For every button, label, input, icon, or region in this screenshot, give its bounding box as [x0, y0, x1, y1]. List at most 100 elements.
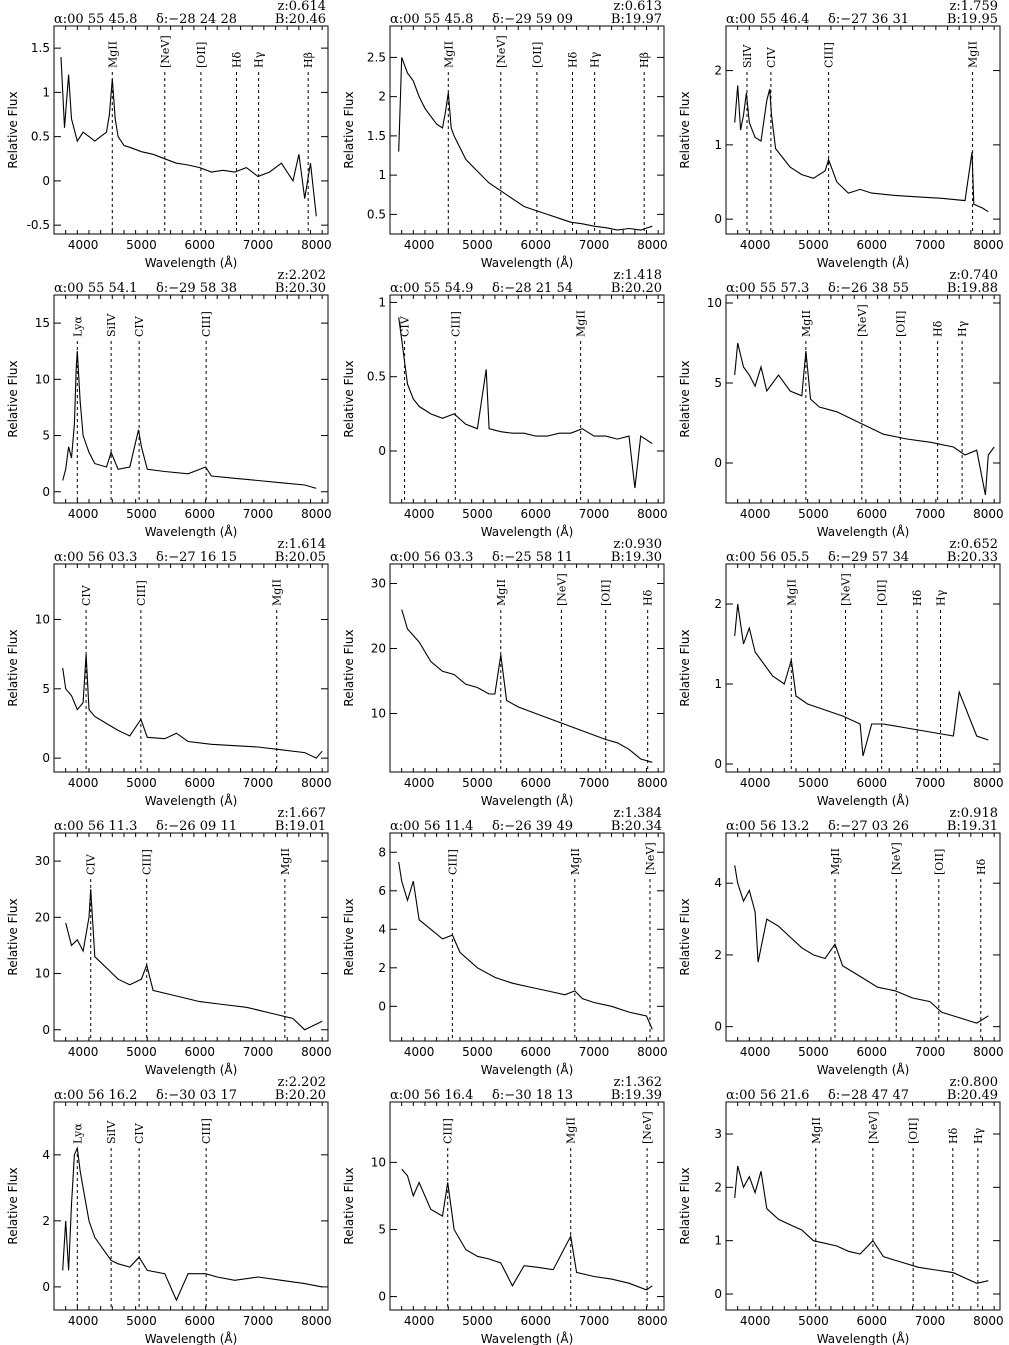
dec-label: δ:−29 59 09 — [492, 12, 573, 27]
x-tick-label: 4000 — [404, 238, 435, 252]
ra-label: α:00 55 45.8 — [54, 12, 137, 27]
y-tick-label: 8 — [378, 845, 386, 859]
x-tick-label: 7000 — [243, 238, 274, 252]
spectrum-line — [62, 1146, 323, 1302]
emission-line-label: CIII] — [442, 1118, 455, 1144]
emission-line-label: MgII — [829, 848, 842, 875]
emission-line-label: CIV — [133, 315, 146, 337]
y-axis-label: Relative Flux — [6, 898, 20, 975]
dec-label: δ:−28 24 28 — [156, 12, 237, 27]
bmag-label: B:20.46 — [275, 12, 326, 27]
emission-line-label: SiIV — [741, 44, 754, 68]
y-tick-label: -0.5 — [27, 218, 50, 232]
x-tick-label: 5000 — [798, 1314, 829, 1328]
plot-frame — [53, 832, 329, 1042]
emission-line-label: [NeV] — [890, 842, 903, 875]
x-tick-label: 7000 — [579, 507, 610, 521]
x-axis-label: Wavelength (Å) — [817, 1062, 910, 1076]
emission-line-label: [NeV] — [495, 35, 508, 68]
x-axis-label: Wavelength (Å) — [817, 524, 910, 538]
y-axis-label: Relative Flux — [342, 898, 356, 975]
x-tick-label: 7000 — [915, 238, 946, 252]
emission-line-label: Lyα — [71, 316, 84, 337]
y-tick-label: 1 — [42, 85, 50, 99]
x-axis-label: Wavelength (Å) — [481, 1331, 574, 1345]
redshift-label: z:1.614 — [278, 538, 326, 552]
spectrum-panel: z:1.418 α:00 55 54.9 δ:−28 21 54 B:20.20 400… — [336, 269, 672, 538]
spectrum-svg: z:0.740 α:00 55 57.3 δ:−26 38 55 B:19.88 400… — [678, 269, 1004, 538]
spectrum-svg: z:1.614 α:00 56 03.3 δ:−27 16 15 B:20.05 400… — [6, 538, 332, 807]
emission-line-label: [OII] — [195, 42, 208, 68]
x-tick-label: 5000 — [462, 507, 493, 521]
emission-line-label: Hδ — [975, 858, 988, 875]
spectrum-line — [734, 342, 995, 496]
x-tick-label: 4000 — [740, 238, 771, 252]
emission-line-label: CIV — [80, 584, 93, 606]
x-tick-label: 8000 — [973, 238, 1004, 252]
x-tick-label: 6000 — [520, 1045, 551, 1059]
emission-line-label: CIV — [399, 315, 412, 337]
emission-line-label: MgII — [495, 579, 508, 606]
y-tick-label: 4 — [378, 922, 386, 936]
y-tick-label: 1 — [714, 677, 722, 691]
y-axis-label: Relative Flux — [678, 1167, 692, 1244]
x-axis-label: Wavelength (Å) — [145, 524, 238, 538]
dec-label: δ:−29 58 38 — [156, 281, 237, 296]
emission-line-label: Hγ — [956, 320, 969, 337]
x-tick-label: 5000 — [462, 238, 493, 252]
emission-line-label: MgII — [569, 848, 582, 875]
dec-label: δ:−30 18 13 — [492, 1088, 573, 1103]
x-tick-label: 7000 — [243, 507, 274, 521]
x-tick-label: 4000 — [740, 1314, 771, 1328]
y-axis-label: Relative Flux — [678, 898, 692, 975]
dec-label: δ:−28 47 47 — [828, 1088, 909, 1103]
y-tick-label: 0 — [42, 174, 50, 188]
bmag-label: B:20.20 — [611, 281, 662, 296]
x-tick-label: 5000 — [462, 1314, 493, 1328]
x-tick-label: 7000 — [915, 1045, 946, 1059]
spectrum-line — [398, 317, 653, 489]
dec-label: δ:−25 58 11 — [492, 550, 573, 565]
emission-line-label: Hδ — [230, 51, 243, 68]
spectrum-panel: z:1.384 α:00 56 11.4 δ:−26 39 49 B:20.34 400… — [336, 807, 672, 1076]
bmag-label: B:20.34 — [611, 819, 662, 834]
redshift-label: z:0.652 — [950, 538, 998, 552]
y-tick-label: 0 — [378, 1290, 386, 1304]
y-tick-label: 1.5 — [367, 129, 386, 143]
y-tick-label: 2 — [714, 64, 722, 78]
x-tick-label: 6000 — [856, 1314, 887, 1328]
redshift-label: z:0.800 — [950, 1076, 998, 1090]
bmag-label: B:19.01 — [275, 819, 326, 834]
bmag-label: B:20.33 — [947, 550, 998, 565]
redshift-label: z:1.759 — [950, 0, 998, 14]
x-tick-label: 6000 — [184, 507, 215, 521]
redshift-label: z:2.202 — [278, 1076, 326, 1090]
x-tick-label: 8000 — [973, 507, 1004, 521]
emission-line-label: [NeV] — [644, 842, 657, 875]
redshift-label: z:0.918 — [950, 807, 998, 821]
spectrum-panel: z:1.614 α:00 56 03.3 δ:−27 16 15 B:20.05 400… — [0, 538, 336, 807]
plot-frame — [725, 294, 1001, 504]
x-tick-label: 4000 — [404, 776, 435, 790]
x-tick-label: 4000 — [68, 1045, 99, 1059]
dec-label: δ:−30 03 17 — [156, 1088, 237, 1103]
spectrum-panel: z:2.202 α:00 56 16.2 δ:−30 03 17 B:20.20 400… — [0, 1076, 336, 1345]
y-tick-label: 0 — [714, 456, 722, 470]
emission-line-label: [NeV] — [641, 1111, 654, 1144]
spectrum-panel: z:0.930 α:00 56 03.3 δ:−25 58 11 B:19.30 400… — [336, 538, 672, 807]
x-tick-label: 5000 — [798, 507, 829, 521]
emission-line-label: Hγ — [935, 589, 948, 606]
redshift-label: z:1.418 — [614, 269, 662, 283]
y-tick-label: 0 — [714, 212, 722, 226]
x-tick-label: 4000 — [740, 507, 771, 521]
y-tick-label: 2 — [378, 961, 386, 975]
ra-label: α:00 56 13.2 — [726, 819, 809, 834]
x-axis-label: Wavelength (Å) — [817, 793, 910, 807]
x-tick-label: 4000 — [740, 1045, 771, 1059]
plot-frame — [725, 563, 1001, 773]
emission-line-label: Hδ — [947, 1127, 960, 1144]
emission-line-label: [OII] — [600, 580, 613, 606]
spectrum-svg: z:2.202 α:00 55 54.1 δ:−29 58 38 B:20.30 400… — [6, 269, 332, 538]
emission-line-label: [NeV] — [159, 35, 172, 68]
emission-line-label: CIV — [85, 853, 98, 875]
